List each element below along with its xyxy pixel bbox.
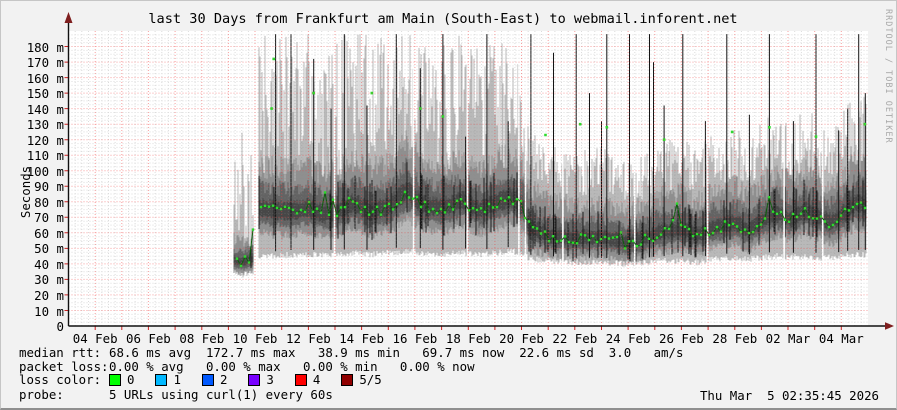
rrdtool-watermark: RRDTOOL / TOBI OETIKER xyxy=(883,9,893,144)
loss-color-value: 5/5 xyxy=(359,372,382,387)
loss-color-value: 2 xyxy=(219,372,228,387)
loss-color-item: 0 xyxy=(109,373,134,386)
loss-color-swatch xyxy=(341,373,354,386)
probe-text: 5 URLs using curl(1) every 60s xyxy=(109,387,333,402)
loss-color-value: 1 xyxy=(173,372,181,387)
loss-color-swatch xyxy=(155,373,168,386)
loss-color-item: 1 xyxy=(155,372,181,387)
probe-label: probe: xyxy=(19,387,64,402)
packet-loss-label: packet loss: xyxy=(19,359,109,374)
stat-row-probe: probe: 5 URLs using curl(1) every 60s xyxy=(19,388,333,401)
generated-timestamp: Thu Mar 5 02:35:45 2026 xyxy=(699,388,879,403)
loss-color-swatch xyxy=(201,373,214,386)
median-rtt-label: median rtt: xyxy=(19,345,102,360)
loss-color-swatch xyxy=(248,373,261,386)
loss-color-item: 3 xyxy=(248,372,274,387)
loss-color-item: 4 xyxy=(294,372,321,387)
stat-row-loss-color: loss color: 0 1 2 3 4 5/5 xyxy=(19,373,403,386)
loss-color-swatch xyxy=(294,373,307,386)
loss-color-value: 3 xyxy=(266,372,274,387)
loss-color-value: 4 xyxy=(312,372,321,387)
page-title: last 30 Days from Frankfurt am Main (Sou… xyxy=(148,11,738,27)
stat-row-packet-loss: packet loss: 0.00 % avg 0.00 % max 0.00 … xyxy=(19,360,475,373)
median-rtt-values: 68.6 ms avg 172.7 ms max 38.9 ms min 69.… xyxy=(109,345,684,360)
loss-color-swatch xyxy=(109,373,121,386)
packet-loss-values: 0.00 % avg 0.00 % max 0.00 % min 0.00 % … xyxy=(109,359,475,374)
loss-color-items: 0 1 2 3 4 5/5 xyxy=(109,373,403,386)
loss-color-item: 5/5 xyxy=(341,372,382,387)
loss-color-item: 2 xyxy=(201,372,228,387)
loss-color-label: loss color: xyxy=(19,372,102,387)
loss-color-value: 0 xyxy=(127,372,135,387)
stat-row-median-rtt: median rtt: 68.6 ms avg 172.7 ms max 38.… xyxy=(19,346,683,359)
